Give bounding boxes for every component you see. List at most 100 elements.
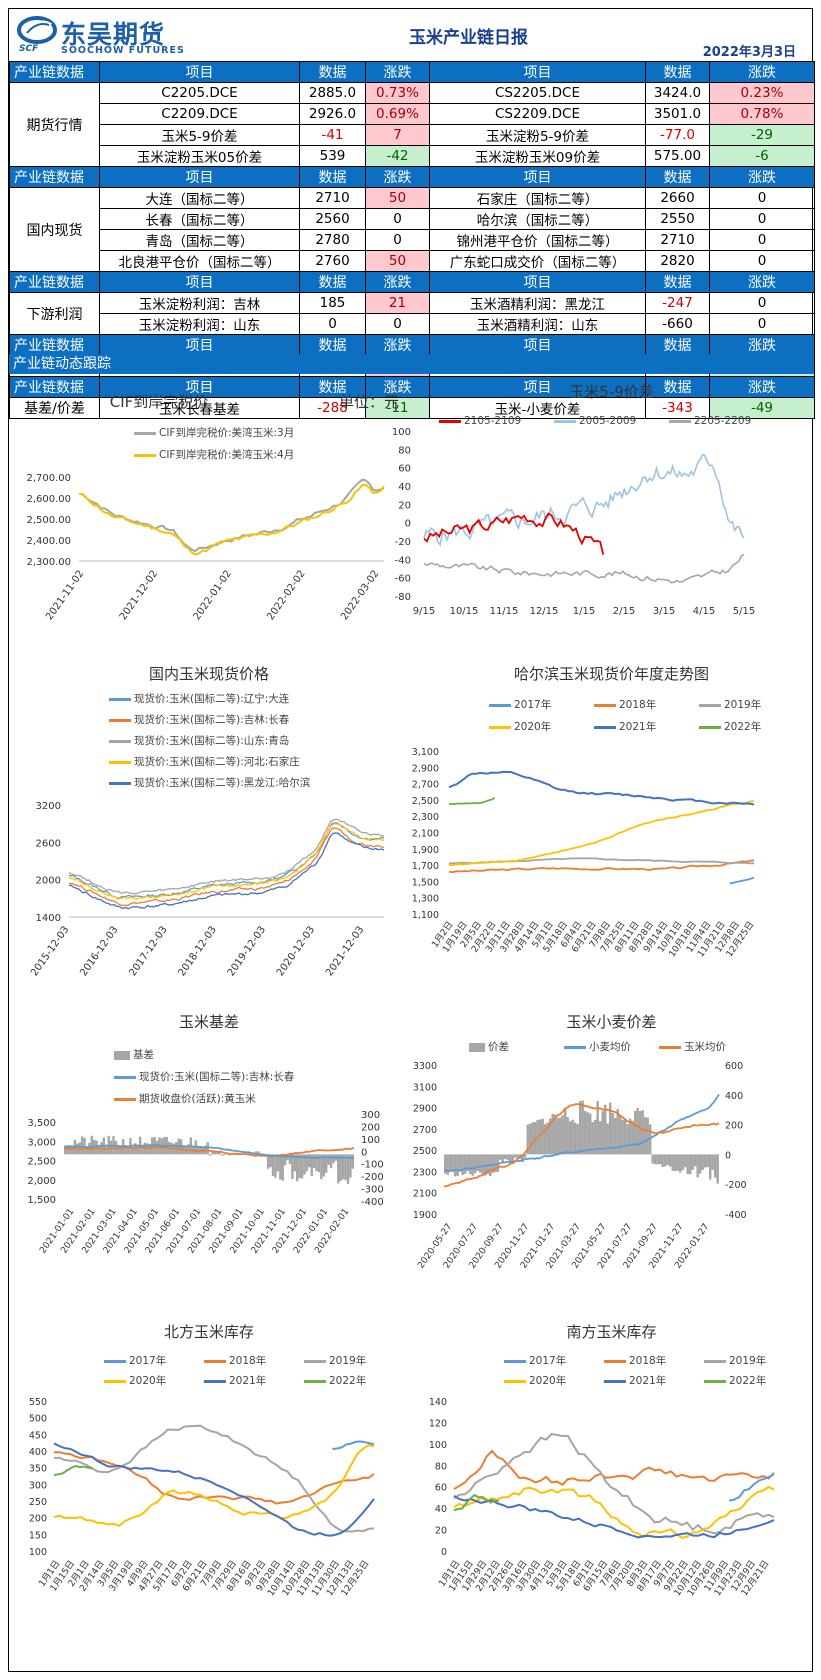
spread-bar [656, 1154, 659, 1165]
basis-bar [228, 1154, 231, 1156]
left-value: 2926.0 [299, 103, 366, 125]
legend-label: 2018年 [229, 1355, 267, 1367]
y-tick-label: 400 [725, 1091, 743, 1102]
legend-item: 期货收盘价(活跃):黄玉米 [114, 1091, 256, 1106]
table-row: 玉米淀粉玉米05价差 539 -42 玉米淀粉玉米09价差 575.00 -6 [10, 145, 815, 167]
y-tick-label: 2300 [413, 1167, 437, 1178]
spread-bar [694, 1154, 697, 1167]
spread-bar [591, 1122, 594, 1155]
basis-bar [346, 1154, 350, 1184]
spread-bar [661, 1154, 664, 1168]
column-header: 项目 [429, 334, 646, 356]
y-tick-label: 2100 [413, 1189, 437, 1200]
basis-bar [80, 1136, 84, 1155]
series-line-spot [68, 818, 385, 895]
report-header: 东吴期货 SCF SOOCHOW FUTURES 玉米产业链日报 2022年3月… [9, 9, 814, 61]
x-tick-label: 2018-12-03 [177, 924, 219, 978]
basis-bar [305, 1154, 309, 1172]
legend-label: 期货收盘价(活跃):黄玉米 [139, 1093, 256, 1105]
x-tick-label: 10/15 [450, 606, 479, 617]
spread-bar [526, 1124, 529, 1155]
column-header: 项目 [99, 376, 300, 398]
x-tick-label: 5/15 [733, 606, 755, 617]
legend-item: 现货价:玉米(国标二等):河北:石家庄 [109, 754, 300, 769]
legend-label: 2019年 [724, 699, 762, 711]
basis-bar [349, 1154, 352, 1178]
right-value: -77.0 [645, 124, 710, 146]
y-tick-label: 400 [29, 1447, 47, 1458]
y-tick-label: 2,300 [412, 812, 439, 823]
left-change: 7 [365, 124, 430, 146]
spread-bar [651, 1154, 654, 1164]
left-value: 539 [299, 145, 366, 167]
y-tick-label: -100 [361, 1160, 384, 1171]
spread-bar [616, 1109, 619, 1155]
legend-swatch [704, 1359, 726, 1363]
y-tick-label: 600 [725, 1061, 743, 1072]
y-tick-label: 3200 [36, 801, 61, 812]
basis-bar [187, 1144, 190, 1155]
series-line-inventory [729, 1473, 775, 1502]
legend-swatch [109, 697, 131, 701]
basis-bar [221, 1154, 224, 1156]
legend-item: 2019年 [704, 1353, 766, 1368]
basis-bar [141, 1144, 144, 1155]
y-tick-label: 2,700 [412, 780, 439, 791]
spread-bar [461, 1154, 464, 1175]
column-header: 涨跌 [709, 334, 815, 356]
left-change: -11 [365, 397, 430, 419]
right-change: 0 [709, 313, 815, 335]
x-tick-label: 2016-12-03 [78, 924, 120, 978]
basis-bar [281, 1154, 284, 1181]
spread-bar [499, 1154, 502, 1160]
spread-bar [464, 1154, 467, 1174]
spread-bar [664, 1154, 667, 1167]
left-change: 0.69% [365, 103, 430, 125]
legend-item: 2021年 [604, 1373, 666, 1388]
x-tick-label: 2022-03-02 [339, 568, 381, 622]
left-value: -288 [299, 397, 366, 419]
basis-bar [148, 1145, 151, 1155]
y-tick-label: 60 [435, 1483, 447, 1494]
spread-bar [449, 1154, 452, 1172]
legend-label: 2021年 [229, 1375, 267, 1387]
column-header: 数据 [645, 334, 710, 356]
spread-bar [564, 1108, 567, 1155]
basis-bar [341, 1154, 345, 1180]
y-tick-label: 2600 [36, 838, 61, 849]
series-line-spot [68, 821, 385, 900]
right-value: 2660 [645, 187, 710, 209]
series-line-inventory [453, 1493, 499, 1512]
spread-bar [624, 1118, 627, 1155]
section-label: 下游利润 [9, 292, 100, 335]
spread-bar [506, 1154, 509, 1160]
column-header: 数据 [299, 334, 366, 356]
report-title: 玉米产业链日报 [409, 28, 528, 48]
legend-swatch [104, 1379, 126, 1383]
spread-bar [531, 1122, 534, 1155]
right-item: 广东蛇口成交价（国标二等） [429, 250, 646, 272]
basis-bar [293, 1154, 296, 1172]
y-tick-label: 300 [361, 1110, 380, 1121]
spread-bar [509, 1154, 512, 1163]
right-value: 2550 [645, 208, 710, 230]
y-tick-label: 3,500 [27, 1118, 56, 1129]
legend-item: 小麦均价 [564, 1039, 631, 1054]
series-line-2105-2109 [423, 512, 605, 555]
left-value: 2710 [299, 187, 366, 209]
basis-bar [247, 1152, 251, 1155]
series-line-futures [63, 1146, 355, 1158]
spread-bar [711, 1154, 714, 1170]
series-line-inventory [53, 1443, 375, 1527]
left-item: 玉米淀粉利润：吉林 [99, 292, 300, 314]
left-item: 玉米长春基差 [99, 397, 300, 419]
series-line-wheat [443, 1093, 720, 1172]
series-line-2020 [449, 800, 755, 867]
spread-bar [611, 1112, 614, 1155]
right-change: 0 [709, 187, 815, 209]
spread-bar [626, 1124, 629, 1155]
chart-plot-svg: 3300 3100 2900 2700 2500 2300 2100 1900 600 400 20… [413, 1061, 747, 1271]
y-tick-label: 2,300.00 [26, 557, 71, 568]
column-header: 涨跌 [709, 376, 815, 398]
y-tick-label: 2,100 [412, 829, 439, 840]
